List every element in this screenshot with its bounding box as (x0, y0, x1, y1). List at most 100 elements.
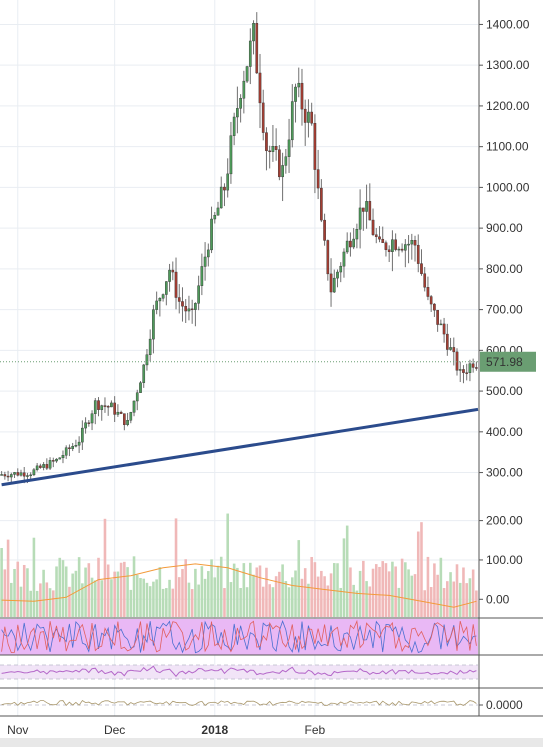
volume-bar (187, 582, 191, 617)
volume-bar (71, 573, 74, 617)
volume-bar (110, 579, 113, 617)
volume-bar (455, 564, 459, 617)
volume-bar (458, 582, 462, 617)
candle-body (404, 244, 407, 251)
candle-body (420, 263, 423, 274)
volume-bar (103, 518, 107, 617)
candle-body (87, 422, 91, 424)
candle-body (187, 308, 191, 312)
candle-body (468, 363, 472, 373)
volume-bar (287, 587, 291, 617)
candle-body (310, 111, 313, 124)
volume-bar (442, 588, 446, 617)
candle-body (407, 243, 410, 246)
volume-bar (281, 564, 284, 617)
volume-bar (307, 583, 310, 617)
candle-body (416, 244, 420, 264)
volume-bar (197, 584, 200, 617)
volume-bar (332, 563, 336, 617)
candle-body (320, 187, 323, 221)
candle-body (391, 239, 394, 252)
volume-tick-label: 200.00 (486, 514, 523, 528)
candle-body (349, 240, 352, 248)
candle-body (471, 363, 475, 368)
volume-bar (0, 548, 3, 617)
candle-body (413, 240, 417, 246)
volume-bar (310, 556, 313, 617)
candle-body (397, 248, 401, 251)
candle-body (97, 400, 100, 410)
volume-bar (148, 586, 152, 617)
volume-bar (336, 563, 339, 617)
indicator2-line (1, 665, 477, 678)
candle-body (236, 108, 239, 118)
volume-bar (64, 566, 68, 617)
volume-bar (152, 581, 155, 617)
candle-body (455, 351, 459, 371)
time-axis-label: Feb (305, 723, 326, 737)
candle-body (239, 98, 242, 109)
candle-body (248, 40, 252, 67)
candle-body (278, 149, 281, 178)
indicator-pane-3[interactable] (0, 699, 478, 707)
indicator1-line-d (1, 619, 477, 654)
candle-body (90, 413, 94, 424)
price-tick-label: 300.00 (486, 466, 523, 480)
candle-body (342, 251, 346, 267)
candle-body (68, 447, 71, 449)
volume-bar (294, 570, 297, 617)
last-price-label-bg (480, 351, 536, 372)
price-tick-label: 400.00 (486, 425, 523, 439)
candle-body (16, 472, 20, 476)
volume-bar (297, 540, 301, 617)
candle-body (48, 460, 52, 469)
candle-body (307, 111, 310, 123)
volume-bar (145, 582, 149, 617)
candle-body (206, 249, 210, 258)
volume-bar (100, 580, 104, 617)
volume-bar (265, 567, 268, 617)
volume-bar (378, 566, 381, 617)
volume-bar (465, 583, 468, 617)
candle-body (268, 150, 272, 153)
candle-body (387, 249, 391, 252)
volume-bar (384, 563, 388, 617)
candle-body (135, 392, 139, 402)
candle-body (103, 405, 107, 407)
candle-body (287, 139, 291, 157)
indicator-pane-2[interactable] (0, 664, 478, 680)
volume-bar (210, 559, 213, 617)
candle-body (168, 269, 171, 282)
volume-bar (113, 571, 116, 617)
candle-body (332, 277, 336, 293)
volume-bar (229, 582, 233, 617)
time-axis[interactable]: Nov Dec 2018 Feb (7, 723, 325, 737)
candle-body (84, 422, 87, 429)
time-axis-label: Dec (104, 723, 125, 737)
price-tick-label: 1300.00 (486, 58, 530, 72)
volume-pane[interactable] (0, 513, 478, 617)
price-axis[interactable]: 1400.00 1300.00 1200.00 1100.00 1000.00 900.0… (479, 17, 530, 712)
volume-ma-line (1, 563, 477, 608)
candle-body (3, 474, 7, 477)
volume-bar (252, 574, 255, 617)
candle-body (226, 173, 230, 191)
indicator-pane-1[interactable] (0, 619, 478, 655)
candle-body (229, 135, 233, 175)
candle-body (61, 455, 65, 459)
volume-bar (48, 588, 52, 617)
volume-bar (342, 538, 346, 617)
volume-bar (404, 562, 407, 617)
candle-body (374, 234, 378, 237)
candle-body (429, 296, 433, 305)
volume-bar (6, 539, 10, 617)
volume-bar (365, 581, 368, 617)
price-pane[interactable] (0, 12, 479, 487)
volume-bar (106, 564, 110, 617)
candle-body (45, 464, 49, 469)
volume-bar (165, 588, 168, 617)
candle-body (445, 333, 449, 350)
candle-body (223, 186, 226, 191)
volume-bar (32, 537, 36, 617)
